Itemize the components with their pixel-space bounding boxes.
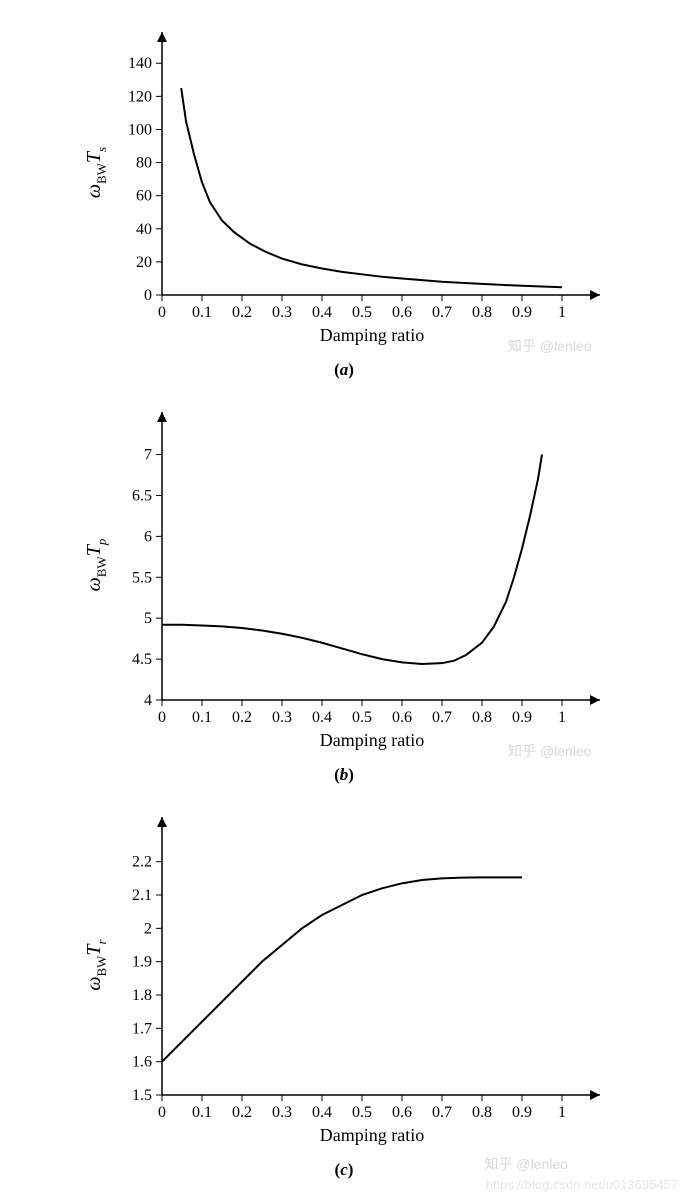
y-tick-label: 5	[144, 610, 152, 627]
x-tick-label: 0.8	[472, 304, 492, 321]
x-tick-label: 0.4	[312, 304, 332, 321]
chart-c: 0 0.1 0.2 0.3 0.4 0.5 0.6 0.7 0.8 0.9 1 1.5 1.6 1.7 1.…	[47, 805, 642, 1150]
x-axis-label: Damping ratio	[319, 325, 423, 345]
x-tick-label: 0	[158, 1104, 166, 1121]
y-tick-label: 4	[144, 692, 152, 709]
x-tick-label: 0.7	[432, 304, 452, 321]
y-axis-label: ωBWTr	[83, 938, 109, 990]
y-tick-label: 120	[128, 88, 152, 105]
x-tick-label: 1	[558, 1104, 566, 1121]
x-tick-label: 0.1	[192, 304, 212, 321]
x-tick-label: 0.2	[232, 304, 252, 321]
y-tick-label: 2.1	[132, 887, 152, 904]
y-tick-label: 140	[128, 55, 152, 72]
y-tick-label: 1.8	[132, 987, 152, 1004]
y-tick-label: 2	[144, 920, 152, 937]
x-tick-label: 0.8	[472, 1104, 492, 1121]
data-curve	[162, 877, 522, 1061]
x-tick-label: 0.5	[352, 1104, 372, 1121]
x-tick-label: 0.9	[512, 709, 532, 726]
data-curve	[162, 455, 542, 664]
x-tick-label: 0	[158, 304, 166, 321]
subplot-label-b: (b)	[0, 765, 688, 785]
chart-b: 0 0.1 0.2 0.3 0.4 0.5 0.6 0.7 0.8 0.9 1 4 4.5 5 5.5 6 6.…	[47, 400, 642, 755]
x-tick-label: 1	[558, 709, 566, 726]
y-tick-label: 1.9	[132, 954, 152, 971]
x-axis-label: Damping ratio	[319, 1125, 423, 1145]
x-tick-label: 0.1	[192, 709, 212, 726]
x-tick-label: 0.2	[232, 709, 252, 726]
x-tick-label: 0.6	[392, 1104, 412, 1121]
y-tick-label: 4.5	[132, 651, 152, 668]
y-tick-label: 80	[136, 155, 152, 172]
x-tick-label: 0.6	[392, 709, 412, 726]
x-tick-label: 0.4	[312, 1104, 332, 1121]
y-tick-label: 20	[136, 254, 152, 271]
chart-b-svg: 0 0.1 0.2 0.3 0.4 0.5 0.6 0.7 0.8 0.9 1 4 4.5 5 5.5 6 6.…	[47, 400, 642, 755]
x-tick-label: 0.5	[352, 709, 372, 726]
chart-a: 0 0.1 0.2 0.3 0.4 0.5 0.6 0.7 0.8 0.9 1 0 20 40 60 80 10…	[47, 20, 642, 350]
x-tick-label: 0.8	[472, 709, 492, 726]
x-tick-label: 0.3	[272, 709, 292, 726]
y-tick-label: 2.2	[132, 854, 152, 871]
x-tick-label: 0.9	[512, 304, 532, 321]
chart-c-svg: 0 0.1 0.2 0.3 0.4 0.5 0.6 0.7 0.8 0.9 1 1.5 1.6 1.7 1.…	[47, 805, 642, 1150]
y-tick-label: 5.5	[132, 569, 152, 586]
data-curve	[181, 88, 562, 287]
x-tick-label: 0.1	[192, 1104, 212, 1121]
x-tick-label: 0.7	[432, 1104, 452, 1121]
subplot-label-c: (c)	[0, 1160, 688, 1180]
y-tick-label: 1.7	[132, 1020, 152, 1037]
x-tick-label: 0.6	[392, 304, 412, 321]
y-tick-label: 40	[136, 221, 152, 238]
x-tick-label: 0.7	[432, 709, 452, 726]
subplot-label-a: (a)	[0, 360, 688, 380]
y-tick-label: 1.6	[132, 1054, 152, 1071]
x-tick-label: 0.3	[272, 304, 292, 321]
y-tick-label: 60	[136, 188, 152, 205]
x-tick-label: 0	[158, 709, 166, 726]
x-tick-label: 0.4	[312, 709, 332, 726]
y-tick-label: 7	[144, 447, 152, 464]
y-tick-label: 0	[144, 287, 152, 304]
y-tick-label: 6	[144, 528, 152, 545]
x-tick-label: 1	[558, 304, 566, 321]
y-axis-label: ωBWTp	[83, 538, 109, 591]
y-tick-label: 1.5	[132, 1087, 152, 1104]
y-tick-label: 6.5	[132, 487, 152, 504]
x-tick-label: 0.5	[352, 304, 372, 321]
chart-a-svg: 0 0.1 0.2 0.3 0.4 0.5 0.6 0.7 0.8 0.9 1 0 20 40 60 80 10…	[47, 20, 642, 350]
x-axis-label: Damping ratio	[319, 730, 423, 750]
x-tick-label: 0.9	[512, 1104, 532, 1121]
x-tick-label: 0.2	[232, 1104, 252, 1121]
y-tick-label: 100	[128, 121, 152, 138]
y-axis-label: ωBWTs	[83, 147, 109, 198]
x-tick-label: 0.3	[272, 1104, 292, 1121]
